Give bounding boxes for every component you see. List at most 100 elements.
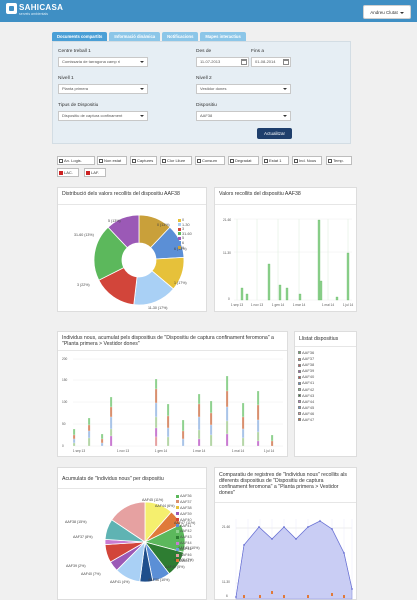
checkbox-icon[interactable] — [298, 375, 301, 379]
toolbar-button-6[interactable]: Degradat — [228, 156, 259, 165]
pie1-legend-item[interactable]: 3 — [178, 227, 192, 232]
device-list-item[interactable]: AAF43 — [298, 393, 314, 399]
pie1-legend-item[interactable]: 0 — [178, 218, 192, 223]
des-date-input[interactable]: 11-07-2013 — [196, 57, 249, 67]
legend-swatch — [178, 236, 181, 240]
toolbar-button-7[interactable]: Estat 1 — [262, 156, 289, 165]
device-list-item[interactable]: AAF46 — [298, 411, 314, 417]
stacked-bar-segment — [197, 416, 201, 431]
legend-swatch — [178, 241, 181, 245]
pie2-legend-item[interactable]: AAF46 — [176, 553, 192, 559]
disp-select[interactable]: AAF38 — [196, 111, 291, 121]
device-list-item[interactable]: AAF47 — [298, 417, 314, 423]
pie2-legend-item[interactable]: AAF40 — [176, 518, 192, 524]
stacked-bar-segment — [209, 434, 213, 447]
checkbox-icon[interactable] — [298, 351, 301, 355]
pie1-legend-item[interactable]: 31-60 — [178, 232, 192, 237]
stacked-bar-segment — [100, 442, 104, 447]
calendar-icon[interactable] — [241, 59, 247, 65]
stacked-bar-segment — [109, 406, 113, 418]
tab-mapes[interactable]: Mapes interactius — [200, 32, 246, 41]
pie2-legend-item[interactable]: AAF38 — [176, 506, 192, 512]
device-list-item[interactable]: AAF36 — [298, 350, 314, 356]
checkbox-icon[interactable] — [298, 369, 301, 373]
chevron-down-icon — [399, 11, 404, 14]
stacked-bar-segment — [87, 417, 91, 426]
centre-select[interactable]: Comissaria de tarragona camp ri — [58, 57, 148, 67]
x-tick-label: 1 jul 14 — [343, 303, 354, 307]
checkbox-icon[interactable] — [298, 400, 301, 404]
calendar-icon[interactable] — [283, 59, 289, 65]
nivel1-select[interactable]: Planta primera — [58, 84, 148, 94]
toolbar-button-10[interactable]: LAC. — [57, 168, 79, 177]
stacked-bar-segment — [154, 378, 158, 390]
pie2-legend-item[interactable]: AAF43 — [176, 535, 192, 541]
consum-icon — [197, 158, 201, 163]
user-menu-button[interactable]: Andreu Clutat — [363, 5, 411, 19]
pie2-legend-item[interactable]: AAF36 — [176, 494, 192, 500]
pie2-legend-item[interactable]: AAF47 — [176, 559, 192, 565]
checkbox-icon[interactable] — [298, 418, 301, 422]
stacked-bar-segment — [154, 388, 158, 404]
tab-notificacions[interactable]: Notificacions — [162, 32, 199, 41]
device-list-item[interactable]: AAF39 — [298, 368, 314, 374]
stacked-bar-segment — [181, 419, 185, 432]
pie2-title: Acumulats de "Individus nous" per dispos… — [62, 476, 164, 482]
toolbar-button-8[interactable]: Ind. Nous — [292, 156, 322, 165]
brand-logo[interactable]: SAHICASA serveis ambientals — [6, 3, 63, 16]
data-point — [295, 538, 297, 540]
device-list-item[interactable]: AAF44 — [298, 399, 314, 405]
device-list-item[interactable]: AAF42 — [298, 387, 314, 393]
centre-label: Centre treball 1 — [58, 49, 91, 54]
checkbox-icon[interactable] — [298, 406, 301, 410]
device-list-item[interactable]: AAF38 — [298, 362, 314, 368]
device-list-item[interactable]: AAF41 — [298, 380, 314, 386]
legend-swatch — [176, 506, 179, 510]
pie2-legend-item[interactable]: AAF41 — [176, 524, 192, 530]
toolbar-button-2[interactable]: Non estat — [97, 156, 127, 165]
pie1-legend-item[interactable]: 6 — [178, 241, 192, 246]
legend-swatch — [178, 218, 181, 222]
tipus-label: Tipus de Dispositiu — [58, 103, 99, 108]
pie2-legend-item[interactable]: AAF42 — [176, 529, 192, 535]
checkbox-icon[interactable] — [298, 381, 301, 385]
device-label: AAF43 — [302, 392, 315, 398]
fins-date-input[interactable]: 01-08-2014 — [251, 57, 291, 67]
pie2-legend-item[interactable]: AAF37 — [176, 500, 192, 506]
toolbar-button-4[interactable]: Clor Lliure — [160, 156, 192, 165]
pie1-legend-item[interactable]: 9 — [178, 246, 192, 251]
pie2-legend-item[interactable]: AAF44 — [176, 541, 192, 547]
checkbox-icon[interactable] — [298, 394, 301, 398]
toolbar-button-11[interactable]: LAF. — [84, 168, 106, 177]
stacked-bar-segment — [256, 404, 260, 421]
toolbar-button-5[interactable]: Consum — [195, 156, 225, 165]
checkbox-icon[interactable] — [298, 363, 301, 367]
nivel2-select[interactable]: Vestidor dones — [196, 84, 291, 94]
toolbar-button-label: Degradat — [235, 158, 252, 163]
device-list-item[interactable]: AAF37 — [298, 356, 314, 362]
nivel2-label: Nivell 2 — [196, 76, 212, 81]
stacked-bar-segment — [100, 438, 104, 444]
stacked-bar-segment — [87, 424, 91, 432]
device-list-item[interactable]: AAF45 — [298, 405, 314, 411]
stacked-bar-segment — [154, 436, 158, 447]
checkbox-icon[interactable] — [298, 388, 301, 391]
pie1-legend-item[interactable]: 5 — [178, 236, 192, 241]
checkbox-icon[interactable] — [298, 357, 301, 361]
tipus-select[interactable]: Dispositiu de captura confinament — [58, 111, 148, 121]
pie2-legend-item[interactable]: AAF45 — [176, 547, 192, 553]
toolbar-button-1[interactable]: An. Logis. — [57, 156, 95, 165]
checkbox-icon — [99, 158, 103, 163]
x-tick-label: 1 mai 14 — [322, 303, 334, 307]
toolbar-button-9[interactable]: Temp. — [326, 156, 352, 165]
pie2-chart: AAF45 (11%) AAF44 (6%) AAF47 (11%) AAF43 (1… — [65, 498, 200, 584]
pie2-legend-item[interactable]: AAF39 — [176, 512, 192, 518]
device-list-item[interactable]: AAF40 — [298, 374, 314, 380]
tab-documents[interactable]: Documents compartits — [52, 32, 108, 41]
toolbar-button-3[interactable]: Captures — [130, 156, 157, 165]
checkbox-icon[interactable] — [298, 412, 301, 416]
apply-button[interactable]: Actualitzar — [257, 128, 292, 139]
pie1-legend-item[interactable]: 1-30 — [178, 223, 192, 228]
tab-informacio[interactable]: Informació dinàmica — [109, 32, 161, 41]
des-value: 11-07-2013 — [200, 59, 221, 64]
